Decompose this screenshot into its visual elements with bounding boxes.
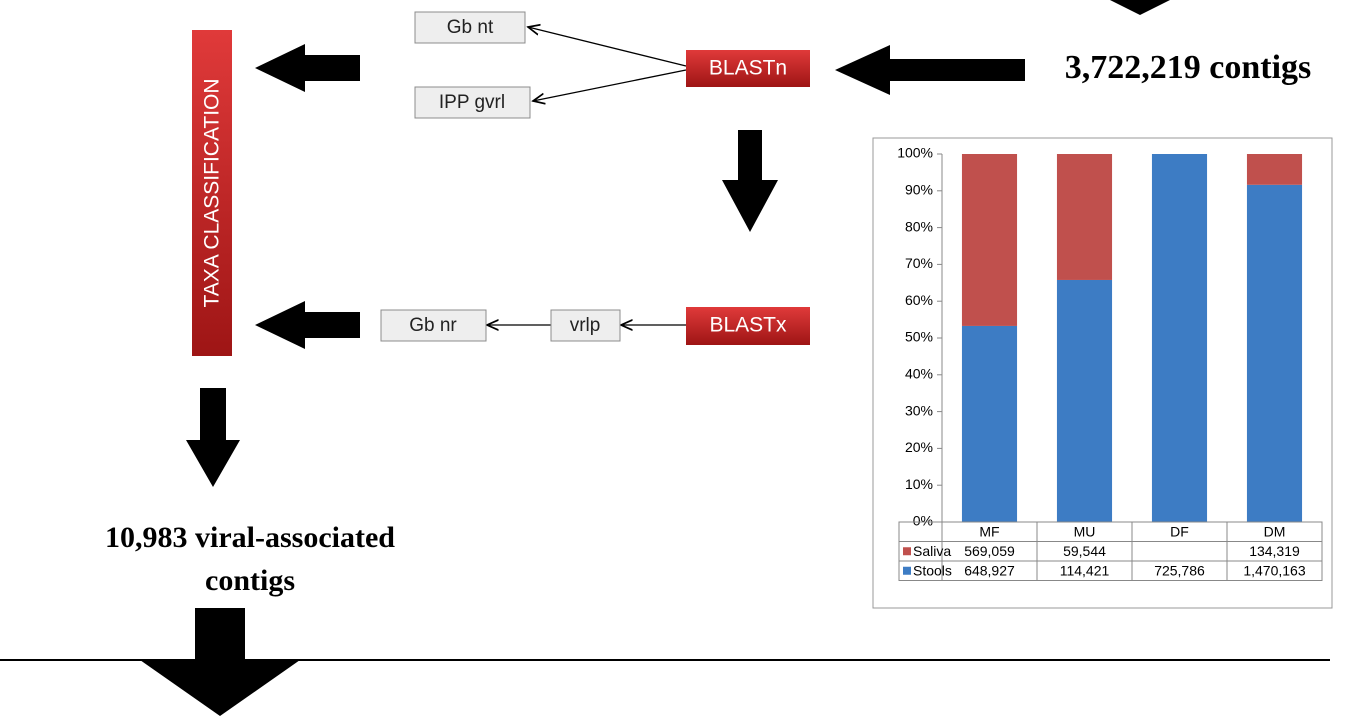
arrow-down bbox=[186, 388, 240, 487]
legend-swatch bbox=[903, 547, 911, 556]
y-tick-label: 70% bbox=[905, 255, 933, 271]
arrow-top bbox=[1110, 0, 1170, 15]
viral-count: contigs bbox=[205, 564, 295, 597]
table-value: 648,927 bbox=[964, 562, 1015, 578]
db-box bbox=[414, 11, 526, 44]
arrow-left bbox=[255, 301, 360, 349]
y-tick-label: 30% bbox=[905, 402, 933, 418]
arrow-left bbox=[835, 45, 1025, 95]
y-tick-label: 20% bbox=[905, 439, 933, 455]
tool-box bbox=[686, 50, 810, 87]
table-value: 134,319 bbox=[1249, 543, 1300, 559]
table-value: 114,421 bbox=[1060, 562, 1110, 578]
db-box bbox=[380, 309, 487, 342]
y-tick-label: 60% bbox=[905, 292, 933, 308]
legend-label: Stools bbox=[913, 562, 952, 578]
table-frame bbox=[898, 521, 1323, 581]
x-tick-label: MF bbox=[979, 523, 999, 539]
contigs-count: 3,722,219 contigs bbox=[1065, 49, 1312, 86]
db-label: Gb nt bbox=[447, 17, 494, 38]
bar-segment bbox=[1246, 154, 1303, 185]
legend-label: Saliva bbox=[913, 543, 951, 559]
y-tick-label: 100% bbox=[897, 145, 933, 161]
db-box bbox=[550, 309, 621, 342]
bar-segment bbox=[1056, 279, 1113, 522]
db-box bbox=[414, 86, 531, 119]
y-tick-label: 90% bbox=[905, 182, 933, 198]
db-label: vrlp bbox=[570, 315, 601, 336]
bar-segment bbox=[961, 154, 1018, 326]
bar-segment bbox=[1246, 184, 1303, 522]
arrow-left bbox=[255, 44, 360, 92]
x-tick-label: DM bbox=[1264, 523, 1286, 539]
y-tick-label: 40% bbox=[905, 366, 933, 382]
arrow-down bbox=[140, 608, 300, 716]
x-tick-label: DF bbox=[1170, 523, 1189, 539]
y-tick-label: 10% bbox=[905, 476, 933, 492]
connector bbox=[528, 27, 687, 67]
x-tick-label: MU bbox=[1074, 523, 1096, 539]
table-value: 569,059 bbox=[964, 543, 1015, 559]
table-value: 725,786 bbox=[1154, 562, 1205, 578]
bar-segment bbox=[1151, 154, 1208, 522]
legend-swatch bbox=[903, 566, 911, 575]
tool-label: BLASTx bbox=[709, 314, 787, 337]
taxa-box bbox=[192, 30, 232, 356]
db-label: Gb nr bbox=[409, 315, 457, 336]
table-value: 1,470,163 bbox=[1243, 562, 1305, 578]
bar-segment bbox=[961, 325, 1018, 522]
y-tick-label: 0% bbox=[913, 513, 933, 529]
tool-box bbox=[686, 307, 810, 345]
y-tick-label: 50% bbox=[905, 329, 933, 345]
arrow-down bbox=[722, 130, 778, 232]
tool-label: BLASTn bbox=[709, 57, 787, 80]
bar-segment bbox=[1056, 154, 1113, 280]
db-label: IPP gvrl bbox=[439, 92, 505, 113]
y-tick-label: 80% bbox=[905, 218, 933, 234]
taxa-label: TAXA CLASSIFICATION bbox=[201, 78, 224, 307]
table-value: 59,544 bbox=[1063, 543, 1106, 559]
connector bbox=[533, 69, 687, 101]
viral-count: 10,983 viral-associated bbox=[105, 521, 395, 554]
